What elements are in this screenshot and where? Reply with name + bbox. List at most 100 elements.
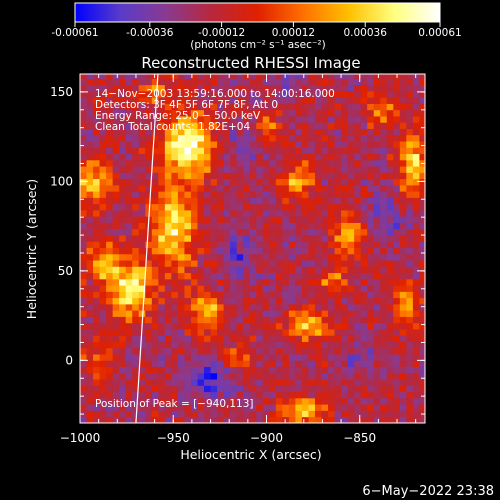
- heatmap-cell: [177, 172, 185, 180]
- heatmap-cell: [256, 360, 264, 368]
- heatmap-cell: [217, 310, 224, 317]
- heatmap-cell: [308, 360, 316, 368]
- heatmap-cell: [314, 354, 322, 361]
- heatmap-cell: [341, 134, 349, 142]
- heatmap-cell: [197, 335, 205, 342]
- heatmap-cell: [314, 103, 322, 111]
- heatmap-cell: [125, 391, 133, 399]
- heatmap-cell: [341, 178, 349, 186]
- heatmap-cell: [419, 360, 425, 368]
- heatmap-cell: [223, 310, 231, 317]
- heatmap-cell: [243, 97, 251, 104]
- heatmap-cell: [334, 310, 342, 317]
- heatmap-cell: [249, 278, 257, 286]
- heatmap-cell: [151, 253, 159, 261]
- heatmap-cell: [99, 78, 107, 86]
- heatmap-cell: [197, 397, 205, 405]
- heatmap-cell: [93, 360, 100, 368]
- heatmap-cell: [132, 260, 140, 267]
- heatmap-cell: [373, 341, 381, 349]
- heatmap-cell: [321, 235, 329, 242]
- heatmap-cell: [230, 316, 238, 324]
- heatmap-cell: [249, 303, 257, 311]
- heatmap-cell: [112, 241, 120, 248]
- heatmap-cell: [119, 266, 127, 274]
- heatmap-cell: [256, 329, 264, 336]
- heatmap-cell: [262, 322, 270, 330]
- heatmap-cell: [210, 178, 218, 186]
- heatmap-cell: [380, 247, 388, 255]
- heatmap-cell: [256, 291, 264, 299]
- heatmap-cell: [275, 166, 283, 173]
- heatmap-cell: [125, 310, 133, 317]
- heatmap-cell: [347, 241, 355, 248]
- heatmap-cell: [151, 297, 159, 305]
- heatmap-cell: [93, 303, 100, 311]
- heatmap-cell: [158, 97, 166, 104]
- heatmap-cell: [86, 216, 94, 223]
- heatmap-cell: [412, 372, 420, 380]
- heatmap-cell: [99, 191, 107, 198]
- heatmap-cell: [236, 97, 244, 104]
- heatmap-cell: [210, 316, 218, 324]
- heatmap-cell: [164, 84, 172, 92]
- heatmap-cell: [106, 166, 114, 173]
- heatmap-cell: [217, 247, 224, 255]
- heatmap-cell: [190, 134, 198, 142]
- heatmap-cell: [393, 391, 401, 399]
- heatmap-cell: [314, 253, 322, 261]
- heatmap-cell: [223, 210, 231, 217]
- heatmap-cell: [190, 147, 198, 155]
- heatmap-cell: [230, 278, 238, 286]
- heatmap-cell: [380, 134, 388, 142]
- heatmap-cell: [243, 128, 251, 136]
- heatmap-cell: [314, 74, 322, 79]
- heatmap-cell: [230, 103, 238, 111]
- heatmap-cell: [177, 291, 185, 299]
- heatmap-cell: [347, 210, 355, 217]
- heatmap-cell: [80, 191, 87, 198]
- heatmap-cell: [354, 134, 362, 142]
- heatmap-cell: [295, 247, 303, 255]
- heatmap-cell: [243, 303, 251, 311]
- heatmap-cell: [295, 335, 303, 342]
- heatmap-cell: [360, 247, 368, 255]
- heatmap-cell: [164, 159, 172, 167]
- heatmap-cell: [386, 153, 394, 161]
- heatmap-cell: [145, 360, 153, 368]
- heatmap-cell: [197, 347, 205, 355]
- heatmap-cell: [288, 184, 296, 192]
- heatmap-cell: [210, 184, 218, 192]
- heatmap-cell: [295, 109, 303, 117]
- heatmap-cell: [262, 222, 270, 230]
- heatmap-cell: [360, 354, 368, 361]
- heatmap-cell: [256, 272, 264, 280]
- heatmap-cell: [177, 335, 185, 342]
- heatmap-cell: [269, 147, 277, 155]
- heatmap-cell: [282, 266, 290, 274]
- heatmap-cell: [393, 310, 401, 317]
- heatmap-cell: [301, 91, 309, 98]
- heatmap-cell: [380, 347, 388, 355]
- heatmap-cell: [334, 285, 342, 292]
- heatmap-cell: [380, 109, 388, 117]
- heatmap-cell: [86, 159, 94, 167]
- heatmap-cell: [151, 416, 159, 423]
- heatmap-cell: [380, 379, 388, 386]
- heatmap-cell: [217, 385, 224, 393]
- heatmap-cell: [93, 184, 100, 192]
- heatmap-cell: [99, 410, 107, 418]
- heatmap-cell: [145, 253, 153, 261]
- heatmap-cell: [86, 410, 94, 418]
- heatmap-cell: [308, 322, 316, 330]
- heatmap-cell: [288, 341, 296, 349]
- heatmap-cell: [373, 366, 381, 374]
- heatmap-cell: [269, 341, 277, 349]
- heatmap-cell: [204, 297, 211, 305]
- heatmap-cell: [282, 410, 290, 418]
- heatmap-cell: [112, 372, 120, 380]
- heatmap-cell: [354, 410, 362, 418]
- heatmap-cell: [106, 379, 114, 386]
- heatmap-cell: [301, 391, 309, 399]
- heatmap-cell: [93, 379, 100, 386]
